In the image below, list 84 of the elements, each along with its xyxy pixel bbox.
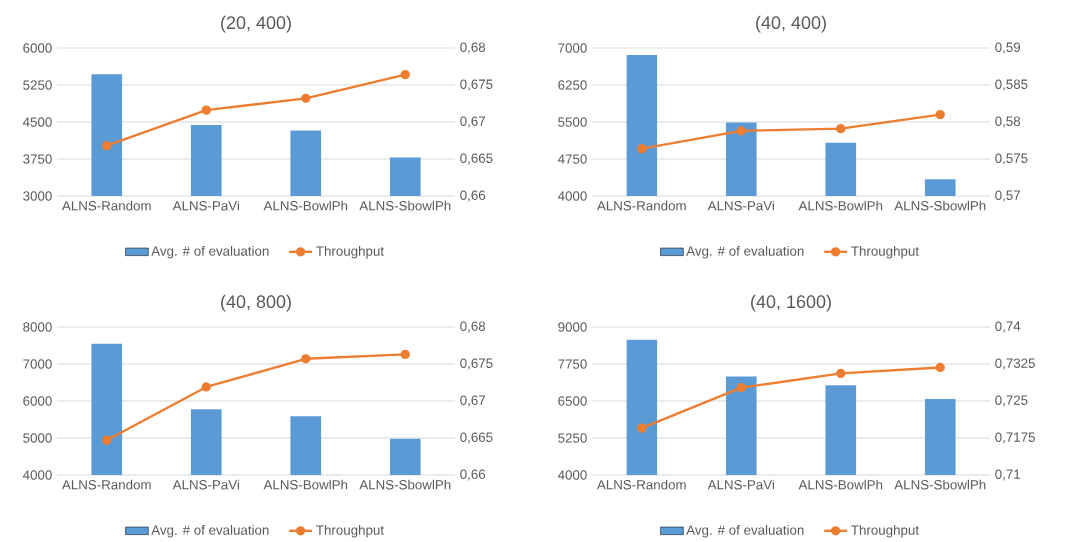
y2-tick-label: 0,575 [995, 153, 1028, 165]
x-tick-label: ALNS-Random [596, 479, 686, 490]
y2-tick-label: 0,68 [460, 321, 486, 333]
y-tick-label: 5500 [558, 117, 587, 127]
y2-tick-label: 0,7325 [995, 358, 1035, 370]
x-tick-label: ALNS-PaVi [172, 479, 239, 490]
y2-tick-label: 0,675 [460, 358, 493, 370]
y2-tick-label: 0,66 [460, 190, 486, 202]
x-tick-label: ALNS-PaVi [172, 200, 239, 211]
y2-tick-label: 0,58 [995, 116, 1021, 128]
y-tick-label: 6500 [558, 396, 587, 406]
x-tick-label: ALNS-PaVi [707, 200, 774, 211]
y-tick-label: 4000 [557, 470, 587, 480]
x-tick-label: ALNS-Random [61, 200, 151, 211]
y2-tick-label: 0,675 [460, 79, 493, 91]
point [102, 141, 112, 151]
x-tick-label: ALNS-SbowlPh [359, 479, 451, 490]
y2-tick-label: 0,7175 [995, 432, 1035, 444]
y2-tick-label: 0,74 [995, 321, 1021, 333]
point [935, 362, 945, 373]
y-tick-label: 6250 [558, 80, 587, 90]
point [301, 93, 311, 103]
x-tick-label: ALNS-BowlPh [263, 200, 348, 211]
legend-label: Avg. # of evaluation [686, 524, 804, 538]
chart-title: (20, 400) [221, 15, 291, 33]
y2-tick-label: 0,67 [460, 116, 486, 128]
y2-tick-label: 0,57 [995, 190, 1020, 202]
legend-label: Throughput [851, 246, 919, 259]
y-tick-label: 4750 [557, 154, 587, 164]
y2-tick-label: 0,59 [995, 42, 1021, 54]
y-tick-label: 3000 [23, 191, 52, 201]
y-tick-label: 3750 [23, 154, 52, 164]
point [637, 143, 647, 154]
y-tick-label: 5250 [558, 433, 587, 443]
legend-label: Avg. # of evaluation [151, 246, 269, 259]
x-tick-label: ALNS-BowlPh [798, 479, 883, 490]
y2-tick-label: 0,71 [995, 469, 1021, 481]
x-tick-label: ALNS-Random [61, 479, 151, 490]
point [736, 126, 746, 136]
point [201, 105, 211, 115]
x-tick-label: ALNS-SbowlPh [894, 200, 986, 211]
chart-title: (40, 1600) [751, 294, 831, 312]
x-tick-label: ALNS-SbowlPh [894, 479, 986, 490]
y-tick-label: 5000 [23, 433, 52, 443]
legend-label: Throughput [316, 246, 384, 259]
point [935, 109, 945, 120]
point [637, 423, 647, 433]
y2-tick-label: 0,66 [460, 469, 486, 481]
y-tick-label: 7000 [558, 43, 587, 53]
x-tick-label: ALNS-BowlPh [798, 200, 883, 211]
point [201, 382, 211, 392]
point [301, 354, 311, 364]
y-tick-label: 5250 [23, 80, 52, 90]
y-tick-label: 7750 [558, 359, 587, 369]
y2-tick-label: 0,665 [460, 432, 493, 444]
y2-tick-label: 0,725 [995, 395, 1028, 407]
legend-label: Avg. # of evaluation [686, 246, 804, 259]
legend-label: Avg. # of evaluation [151, 524, 269, 538]
point [102, 435, 112, 445]
y-tick-label: 8000 [23, 322, 52, 332]
y-tick-label: 6000 [23, 43, 52, 53]
y2-tick-label: 0,585 [995, 79, 1028, 91]
y2-tick-label: 0,68 [460, 42, 486, 54]
y-tick-label: 6000 [23, 396, 52, 406]
chart-title: (40, 400) [756, 15, 826, 33]
point [836, 368, 846, 379]
y-tick-label: 4000 [557, 191, 587, 201]
y2-tick-label: 0,665 [460, 153, 493, 165]
legend-label: Throughput [316, 524, 384, 538]
point [836, 123, 846, 134]
point [736, 383, 746, 393]
y-tick-label: 4000 [22, 470, 52, 480]
y-tick-label: 4500 [22, 117, 52, 127]
x-tick-label: ALNS-Random [596, 200, 686, 211]
legend-label: Throughput [851, 524, 919, 538]
y2-tick-label: 0,67 [460, 395, 486, 407]
x-tick-label: ALNS-PaVi [707, 479, 774, 490]
y-tick-label: 9000 [558, 322, 587, 332]
y-tick-label: 7000 [23, 359, 52, 369]
point [400, 69, 410, 80]
point [400, 349, 410, 360]
x-tick-label: ALNS-SbowlPh [359, 200, 451, 211]
chart-title: (40, 800) [221, 294, 291, 312]
x-tick-label: ALNS-BowlPh [263, 479, 348, 490]
